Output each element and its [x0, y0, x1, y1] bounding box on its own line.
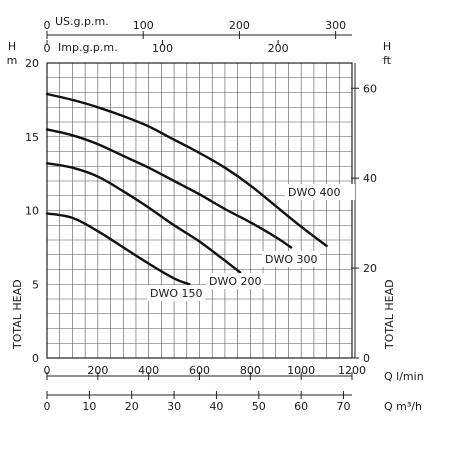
tick-label-m3h: 70: [337, 400, 351, 413]
tick-label-imp-gpm: 100: [152, 42, 173, 55]
series-label-background: [262, 251, 320, 267]
tick-label-ft: 20: [363, 262, 377, 275]
tick-label-lmin: 200: [87, 364, 108, 377]
meters-unit-label-m: m: [7, 54, 18, 67]
pump-curves: [45, 92, 328, 286]
tick-label-meters: 5: [32, 278, 39, 291]
pump-curve: [45, 128, 293, 249]
tick-label-m3h: 0: [44, 400, 51, 413]
tick-label-us-gpm: 0: [44, 19, 51, 32]
series-label-background: [285, 184, 355, 200]
tick-label-m3h: 60: [294, 400, 308, 413]
pump-curve: [45, 212, 191, 286]
total-head-label-right: TOTAL HEAD: [383, 279, 396, 350]
tick-label-lmin: 800: [240, 364, 261, 377]
series-label-background: [147, 285, 205, 301]
axes: [46, 31, 359, 399]
plot-frame: [46, 62, 353, 359]
imp-gpm-unit-label: Imp.g.p.m.: [58, 41, 118, 54]
tick-label-m3h: 40: [209, 400, 223, 413]
tick-label-us-gpm: 300: [325, 19, 346, 32]
us-gpm-unit-label: US.g.p.m.: [55, 15, 109, 28]
tick-label-ft: 60: [363, 82, 377, 95]
tick-label-m3h: 20: [125, 400, 139, 413]
series-label: DWO 150: [150, 287, 203, 300]
tick-label-meters: 15: [25, 131, 39, 144]
tick-label-lmin: 1200: [338, 364, 366, 377]
tick-label-ft: 40: [363, 172, 377, 185]
series-label: DWO 200: [209, 275, 262, 288]
pump-curve: [45, 162, 242, 274]
tick-label-m3h: 30: [167, 400, 181, 413]
tick-label-lmin: 400: [138, 364, 159, 377]
tick-label-meters: 0: [32, 352, 39, 365]
tick-label-lmin: 0: [44, 364, 51, 377]
tick-label-us-gpm: 200: [229, 19, 250, 32]
series-label: DWO 300: [265, 253, 318, 266]
tick-label-lmin: 600: [189, 364, 210, 377]
series-label: DWO 400: [288, 186, 341, 199]
grid: [46, 62, 353, 359]
pump-curve: [45, 92, 328, 248]
feet-unit-label-h: H: [383, 40, 391, 53]
tick-label-imp-gpm: 200: [268, 42, 289, 55]
tick-label-us-gpm: 100: [133, 19, 154, 32]
series-label-background: [206, 273, 264, 289]
tick-label-meters: 10: [25, 205, 39, 218]
tick-label-m3h: 50: [252, 400, 266, 413]
tick-label-imp-gpm: 0: [44, 42, 51, 55]
m3h-unit-label: Q m³/h: [384, 400, 422, 413]
lmin-unit-label: Q l/min: [384, 370, 424, 383]
total-head-label-left: TOTAL HEAD: [11, 279, 24, 350]
tick-label-meters: 20: [25, 57, 39, 70]
meters-unit-label-h: H: [8, 40, 16, 53]
tick-label-m3h: 10: [82, 400, 96, 413]
tick-label-ft: 0: [363, 352, 370, 365]
tick-label-lmin: 1000: [287, 364, 315, 377]
feet-unit-label-ft: ft: [383, 54, 392, 67]
